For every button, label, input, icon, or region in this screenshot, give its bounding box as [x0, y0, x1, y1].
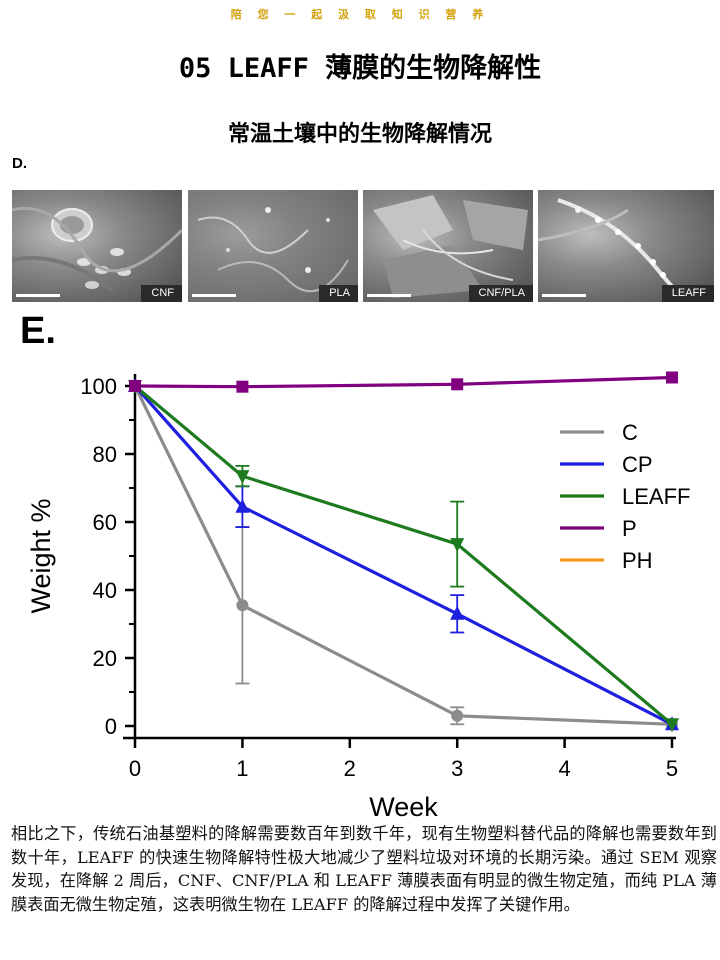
- x-tick-label: 5: [666, 756, 678, 781]
- legend-label-leaff: LEAFF: [622, 484, 690, 509]
- y-tick-label: 0: [105, 714, 117, 739]
- section-subtitle: 常温土壤中的生物降解情况: [227, 122, 492, 147]
- x-tick-label: 1: [236, 756, 248, 781]
- sem-label-pla: PLA: [319, 285, 358, 302]
- x-axis-label: Week: [369, 792, 438, 820]
- data-point-p: [451, 378, 464, 391]
- series-line-leaff: [133, 384, 674, 726]
- data-point-cp: [235, 498, 250, 513]
- panel-d-label: D.: [12, 155, 27, 172]
- data-point-leaff: [450, 538, 465, 553]
- scale-bar: [192, 294, 236, 297]
- sem-label-leaff: LEAFF: [661, 285, 714, 302]
- x-tick-label: 0: [129, 756, 141, 781]
- scale-bar: [367, 294, 411, 297]
- page-title: 05 LEAFF 薄膜的生物降解性: [178, 53, 542, 84]
- y-tick-label: 80: [93, 442, 117, 467]
- series-line-cp: [133, 384, 673, 726]
- sem-label-cnf: CNF: [141, 285, 182, 302]
- y-tick-label: 100: [80, 374, 117, 399]
- sem-image-cnf-pla: CNF/PLA: [363, 190, 533, 302]
- data-point-cp: [450, 605, 465, 620]
- legend-label-cp: CP: [622, 452, 653, 477]
- legend-label-c: C: [622, 420, 638, 445]
- data-point-leaff: [235, 470, 250, 485]
- header-banner: 陪 您 一 起 汲 取 知 识 营 养: [230, 8, 490, 21]
- data-point-p: [236, 380, 249, 393]
- scale-bar: [542, 294, 586, 297]
- legend-label-ph: PH: [622, 548, 653, 573]
- x-tick-label: 4: [558, 756, 570, 781]
- x-tick-label: 2: [344, 756, 356, 781]
- y-tick-label: 60: [93, 510, 117, 535]
- series-line-p: [134, 375, 673, 389]
- weight-loss-chart: 0 20 40 60 80 100 0 1 2 3 4 5 Week Weight % C CP LEAFF PP…: [26, 371, 690, 820]
- y-tick-label: 20: [93, 646, 117, 671]
- data-point-c: [451, 709, 464, 722]
- body-paragraph: 相比之下，传统石油基塑料的降解需要数百年到数千年，现有生物塑料替代品的降解也需要…: [11, 824, 717, 914]
- y-tick-label: 40: [93, 578, 117, 603]
- x-tick-label: 3: [451, 756, 463, 781]
- series-p: [129, 371, 678, 393]
- data-point-p: [666, 371, 678, 384]
- panel-e-label: E.: [20, 310, 56, 352]
- sem-image-leaff: LEAFF: [538, 190, 714, 302]
- sem-image-pla: PLA: [188, 190, 358, 302]
- data-point-leaff: [665, 718, 679, 733]
- data-point-p: [129, 380, 141, 392]
- series-line-c: [133, 385, 673, 726]
- data-point-c: [236, 599, 249, 612]
- scale-bar: [16, 294, 60, 297]
- y-axis-label: Weight %: [26, 498, 56, 613]
- sem-label-cnf-pla: CNF/PLA: [468, 285, 533, 302]
- sem-image-cnf: CNF: [12, 190, 182, 302]
- sem-image-row: CNF PLA CNF/PLA LEAF: [12, 190, 714, 302]
- legend-label-p: P: [622, 516, 637, 541]
